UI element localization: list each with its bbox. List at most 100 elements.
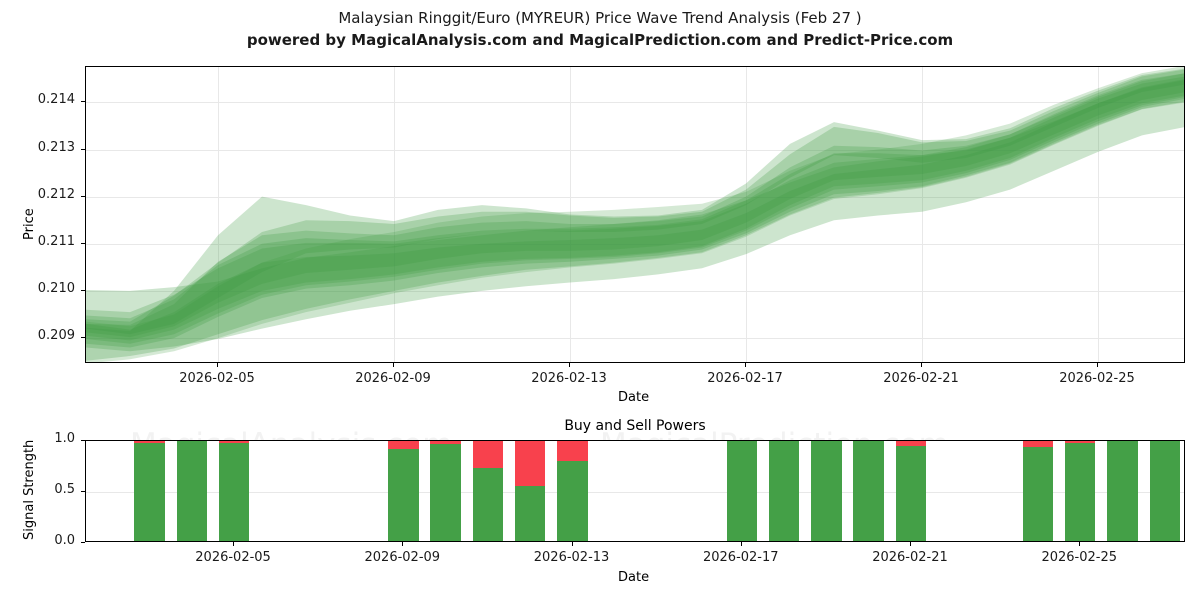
- buy-power-segment: [726, 441, 757, 541]
- signal-bar[interactable]: [430, 441, 461, 541]
- sell-power-segment: [430, 441, 461, 445]
- gridline-horizontal: [86, 338, 1184, 340]
- gridline-horizontal: [86, 492, 1184, 493]
- sell-power-segment: [1022, 441, 1054, 448]
- signal-bar[interactable]: [218, 441, 250, 541]
- signal-bar[interactable]: [1107, 441, 1138, 541]
- wave-band: [86, 80, 1184, 352]
- signal-y-axis-label: Signal Strength: [22, 439, 37, 540]
- signal-bar[interactable]: [557, 441, 588, 541]
- buy-power-segment: [515, 485, 546, 541]
- y-tick-mark: [81, 542, 85, 543]
- gridline-vertical: [746, 67, 747, 362]
- buy-power-segment: [134, 443, 165, 541]
- buy-power-segment: [557, 461, 588, 541]
- price-y-axis-label: Price: [22, 208, 37, 240]
- gridline-vertical: [1098, 67, 1099, 362]
- y-tick-mark: [81, 289, 85, 291]
- x-tick-mark: [910, 542, 911, 546]
- wave-band: [86, 73, 1184, 338]
- x-tick-mark: [740, 542, 742, 546]
- signal-bar[interactable]: [853, 441, 884, 541]
- signal-y-tick-label: 1.0: [54, 431, 75, 446]
- signal-chart-plot-area: [85, 440, 1185, 542]
- x-tick-mark: [571, 542, 573, 546]
- y-tick-mark: [81, 101, 85, 103]
- signal-bar[interactable]: [811, 441, 842, 541]
- price-wave-bands: [86, 67, 1184, 362]
- y-tick-mark: [81, 148, 85, 150]
- signal-bar[interactable]: [134, 441, 165, 541]
- figure-title-line1: Malaysian Ringgit/Euro (MYREUR) Price Wa…: [338, 9, 862, 27]
- y-tick-mark: [81, 440, 85, 441]
- signal-bar[interactable]: [1149, 441, 1181, 541]
- wave-band: [86, 69, 1184, 335]
- x-tick-mark: [1079, 542, 1081, 546]
- gridline-vertical: [922, 67, 923, 362]
- x-tick-mark: [1097, 363, 1098, 367]
- figure-title-line2: powered by MagicalAnalysis.com and Magic…: [246, 31, 954, 49]
- sell-power-segment: [388, 441, 419, 450]
- sell-power-segment: [1065, 441, 1096, 444]
- buy-power-segment: [1065, 443, 1096, 541]
- buy-power-segment: [811, 441, 842, 541]
- price-y-tick-label: 0.210: [37, 280, 75, 296]
- sell-power-segment: [557, 441, 588, 462]
- gridline-horizontal: [86, 243, 1184, 245]
- gridline-vertical: [394, 67, 395, 362]
- price-x-axis-label: Date: [618, 390, 650, 405]
- sell-power-segment: [515, 441, 546, 486]
- buy-power-segment: [1107, 441, 1138, 541]
- buy-power-segment: [218, 443, 250, 541]
- gridline-vertical: [570, 67, 571, 362]
- buy-power-segment: [430, 444, 461, 541]
- price-x-tick-label: 2026-02-13: [531, 371, 607, 386]
- signal-x-tick-label: 2026-02-17: [702, 550, 779, 565]
- x-tick-mark: [745, 363, 746, 367]
- sell-power-segment: [472, 441, 504, 468]
- gridline-vertical: [218, 67, 219, 362]
- signal-bar[interactable]: [1065, 441, 1096, 541]
- price-y-tick-label: 0.213: [37, 139, 75, 155]
- signal-bar[interactable]: [176, 441, 207, 541]
- wave-band: [86, 76, 1184, 341]
- x-tick-mark: [921, 363, 922, 367]
- signal-bar[interactable]: [388, 441, 419, 541]
- x-tick-mark: [217, 363, 218, 367]
- signal-x-axis-label: Date: [618, 570, 650, 585]
- y-tick-mark: [81, 242, 85, 244]
- buy-power-segment: [768, 441, 800, 541]
- x-tick-mark: [233, 542, 235, 546]
- price-x-tick-label: 2026-02-21: [883, 371, 959, 386]
- buy-power-segment: [388, 449, 419, 541]
- signal-chart-title: Buy and Sell Powers: [564, 418, 706, 434]
- signal-x-tick-label: 2026-02-21: [872, 550, 948, 565]
- gridline-horizontal: [86, 102, 1184, 104]
- signal-bar[interactable]: [895, 441, 927, 541]
- price-chart-plot-area: [85, 66, 1185, 363]
- wave-band: [86, 67, 1184, 362]
- signal-bar[interactable]: [768, 441, 800, 541]
- signal-x-tick-label: 2026-02-13: [533, 550, 610, 565]
- price-x-tick-label: 2026-02-25: [1059, 371, 1135, 386]
- signal-bar[interactable]: [726, 441, 757, 541]
- signal-bar[interactable]: [1022, 441, 1054, 541]
- price-x-tick-label: 2026-02-05: [179, 371, 255, 386]
- x-tick-mark: [393, 363, 394, 367]
- signal-bar[interactable]: [515, 441, 546, 541]
- x-tick-mark: [402, 542, 404, 546]
- x-tick-mark: [569, 363, 570, 367]
- sell-power-segment: [134, 441, 165, 444]
- wave-band: [86, 73, 1184, 344]
- sell-power-segment: [895, 441, 927, 447]
- signal-y-tick-label: 0.0: [54, 533, 75, 548]
- signal-bar[interactable]: [472, 441, 504, 541]
- y-tick-mark: [81, 195, 85, 197]
- wave-band: [86, 79, 1184, 348]
- buy-power-segment: [472, 467, 504, 541]
- price-x-tick-label: 2026-02-09: [355, 371, 431, 386]
- signal-x-tick-label: 2026-02-05: [195, 550, 271, 565]
- buy-power-segment: [1022, 447, 1054, 541]
- gridline-horizontal: [86, 290, 1184, 292]
